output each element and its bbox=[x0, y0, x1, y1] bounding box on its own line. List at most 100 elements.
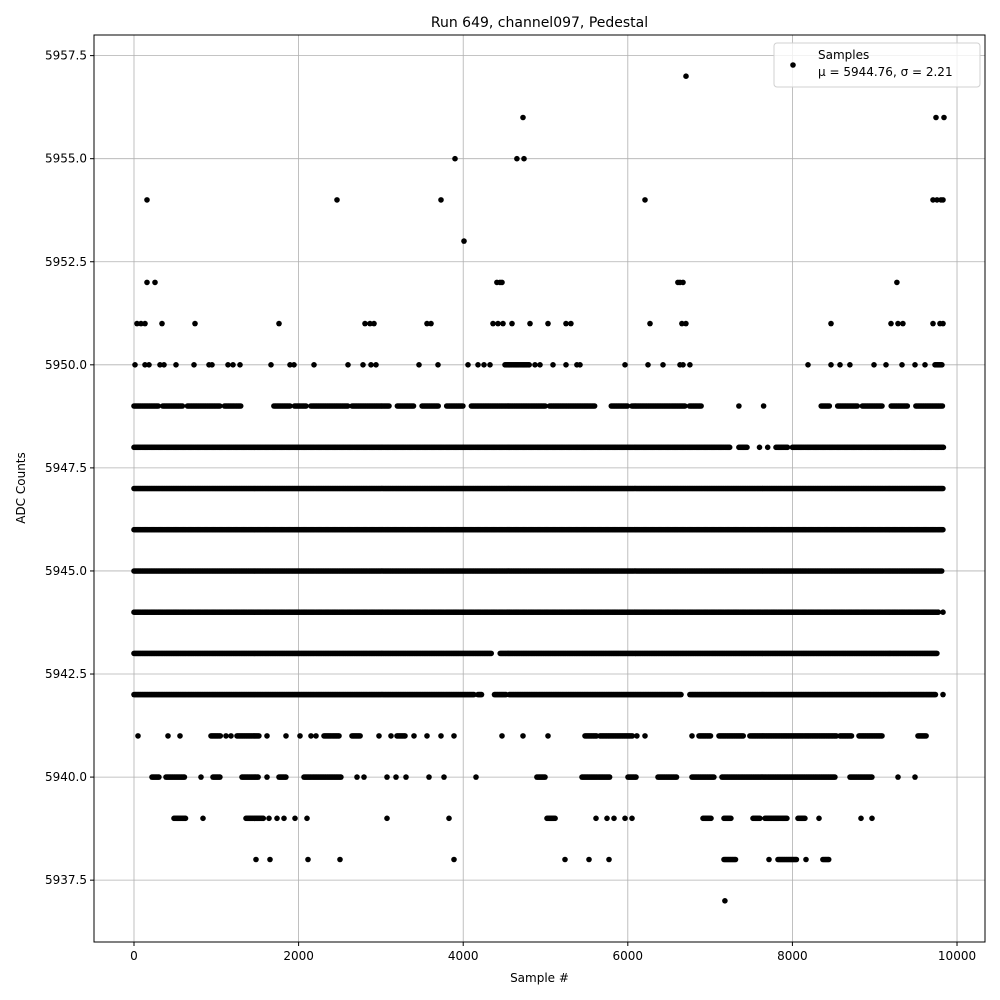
data-point bbox=[384, 815, 390, 822]
data-point bbox=[473, 774, 479, 780]
data-point bbox=[562, 856, 568, 863]
data-point bbox=[451, 733, 457, 739]
data-point bbox=[177, 733, 183, 739]
data-point bbox=[545, 733, 551, 739]
data-point bbox=[402, 733, 408, 739]
data-point bbox=[135, 733, 141, 739]
data-point bbox=[283, 733, 289, 739]
data-point bbox=[165, 733, 171, 739]
data-point bbox=[217, 774, 223, 780]
data-point bbox=[274, 815, 280, 822]
data-point bbox=[292, 815, 298, 822]
data-point bbox=[217, 733, 224, 739]
data-point bbox=[313, 733, 319, 739]
data-point bbox=[689, 733, 695, 739]
data-point bbox=[411, 733, 417, 739]
data-point bbox=[606, 774, 613, 780]
data-point bbox=[784, 815, 790, 822]
data-point bbox=[722, 898, 728, 904]
data-point bbox=[471, 691, 477, 698]
data-point bbox=[156, 774, 162, 780]
data-point bbox=[711, 774, 717, 780]
data-point bbox=[848, 733, 855, 739]
data-point bbox=[757, 815, 763, 822]
data-point bbox=[869, 815, 875, 822]
data-point bbox=[879, 733, 885, 739]
data-point bbox=[728, 815, 734, 822]
data-point bbox=[803, 856, 809, 863]
data-point bbox=[766, 856, 772, 863]
data-point bbox=[338, 774, 344, 780]
data-point bbox=[198, 774, 204, 780]
data-point bbox=[938, 568, 945, 574]
data-point bbox=[478, 691, 485, 698]
data-point bbox=[264, 774, 270, 780]
data-point bbox=[253, 856, 259, 863]
data-point bbox=[200, 815, 206, 822]
data-point bbox=[223, 733, 229, 739]
data-point bbox=[283, 774, 289, 780]
data-point bbox=[361, 774, 367, 780]
data-point bbox=[441, 774, 447, 780]
data-point bbox=[256, 733, 262, 739]
data-point bbox=[228, 733, 234, 739]
data-point bbox=[732, 856, 739, 863]
data-point bbox=[832, 774, 838, 780]
data-point bbox=[336, 733, 342, 739]
data-point bbox=[629, 815, 635, 822]
data-point bbox=[297, 733, 303, 739]
data-point bbox=[446, 815, 452, 822]
data-point bbox=[267, 856, 273, 863]
data-point bbox=[816, 815, 822, 822]
data-point bbox=[488, 650, 495, 657]
data-point bbox=[255, 774, 261, 780]
data-point bbox=[629, 733, 636, 739]
data-point bbox=[393, 774, 399, 780]
data-point bbox=[895, 774, 901, 780]
data-point bbox=[869, 774, 875, 780]
data-point bbox=[388, 733, 394, 739]
data-point bbox=[264, 733, 270, 739]
data-point bbox=[606, 856, 612, 863]
data-point bbox=[403, 774, 409, 780]
data-point bbox=[678, 691, 684, 698]
data-point bbox=[520, 733, 526, 739]
data-point bbox=[707, 733, 714, 739]
data-point bbox=[304, 815, 310, 822]
data-point bbox=[622, 815, 628, 822]
data-point bbox=[932, 691, 939, 698]
data-point bbox=[634, 733, 640, 739]
data-point bbox=[802, 815, 808, 822]
data-point bbox=[940, 526, 946, 533]
data-point bbox=[858, 815, 864, 822]
data-point bbox=[308, 733, 314, 739]
data-point bbox=[611, 815, 617, 822]
data-point bbox=[376, 733, 382, 739]
data-point bbox=[912, 774, 918, 780]
data-point bbox=[793, 856, 800, 863]
data-point bbox=[940, 485, 946, 492]
data-point bbox=[438, 733, 444, 739]
data-point bbox=[260, 815, 267, 822]
data-point bbox=[354, 774, 360, 780]
data-point bbox=[542, 774, 548, 780]
data-point bbox=[552, 815, 558, 822]
data-point bbox=[337, 856, 343, 863]
data-point bbox=[305, 856, 311, 863]
data-point bbox=[586, 856, 592, 863]
data-point bbox=[934, 650, 940, 657]
data-point bbox=[357, 733, 363, 739]
data-point bbox=[604, 815, 610, 822]
data-point bbox=[384, 774, 390, 780]
data-point bbox=[266, 815, 272, 822]
data-point bbox=[642, 733, 648, 739]
data-point bbox=[740, 733, 746, 739]
data-point bbox=[923, 733, 929, 739]
data-point bbox=[940, 609, 946, 615]
data-point bbox=[708, 815, 714, 822]
data-point bbox=[426, 774, 432, 780]
data-point bbox=[499, 733, 505, 739]
data-point bbox=[825, 856, 832, 863]
